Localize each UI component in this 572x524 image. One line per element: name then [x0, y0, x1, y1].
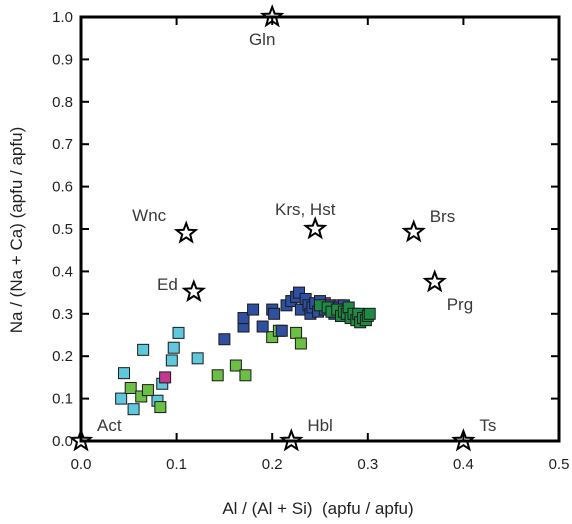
data-point-light-blue: [115, 392, 128, 405]
data-point-light-green: [154, 401, 167, 414]
end-member-star: [181, 278, 207, 303]
data-point-light-green: [290, 326, 303, 339]
end-member-label: Krs, Hst: [275, 200, 336, 219]
y-ticks: 0.0 0.1 0.2 0.3 0.4 0.5 0.6 0.7 0.8 0.9 1.0: [52, 9, 559, 450]
data-point-light-green: [294, 337, 307, 350]
data-point-light-blue: [172, 326, 185, 339]
data-point-light-green: [266, 331, 279, 344]
end-member-label: Act: [97, 416, 122, 435]
data-point-light-green: [141, 384, 154, 397]
end-member-label: Wnc: [132, 206, 167, 225]
data-point-light-blue: [191, 352, 204, 365]
x-ticks: 0.0 0.1 0.2 0.3 0.4 0.5: [71, 17, 570, 473]
data-point-light-green: [124, 382, 137, 394]
data-point-dark-blue: [247, 303, 260, 316]
data-point-light-blue: [127, 403, 140, 416]
data-point-light-green: [211, 369, 224, 382]
y-tick-label: 0.7: [52, 136, 73, 153]
end-member-star: [401, 219, 426, 243]
end-member-label: Ts: [479, 416, 496, 435]
end-member-label: Hbl: [307, 416, 333, 435]
end-member-label: Gln: [249, 30, 275, 49]
y-tick-label: 0.9: [52, 51, 73, 68]
data-point-dark-blue: [237, 312, 250, 325]
y-tick-label: 0.1: [52, 391, 73, 408]
end-member-star: [302, 216, 328, 240]
data-point-dark-blue: [256, 320, 269, 333]
y-tick-label: 0.2: [52, 348, 73, 365]
data-point-light-blue: [167, 341, 180, 354]
data-point-light-blue: [165, 354, 178, 367]
x-tick-label: 0.3: [357, 456, 378, 473]
x-tick-label: 0.0: [71, 456, 92, 473]
end-member-label: Prg: [447, 295, 473, 314]
data-point-light-blue: [118, 367, 131, 380]
y-tick-label: 0.4: [52, 263, 73, 280]
x-tick-label: 0.4: [453, 456, 474, 473]
x-tick-label: 0.1: [166, 456, 187, 473]
y-tick-label: 0.0: [52, 433, 73, 450]
data-point-dark-blue: [218, 333, 231, 346]
end-member-label: Brs: [430, 207, 456, 226]
end-member-star: [173, 220, 199, 244]
y-tick-label: 1.0: [52, 9, 73, 26]
y-tick-label: 0.8: [52, 94, 73, 111]
data-point-light-blue: [137, 343, 150, 356]
end-members: Gln Wnc Krs, Hst Brs Ed Prg Act Hbl Ts: [68, 4, 496, 452]
y-axis-label: Na / (Na + Ca) (apfu / apfu): [7, 127, 26, 333]
data-point-dark-blue: [292, 286, 305, 299]
data-point-magenta: [159, 371, 172, 384]
end-member-star: [422, 269, 447, 293]
plot-points: [115, 286, 376, 416]
data-point-light-green: [135, 390, 148, 403]
y-tick-label: 0.6: [52, 179, 73, 196]
end-member-label: Ed: [157, 275, 178, 294]
y-tick-label: 0.3: [52, 306, 73, 323]
x-tick-label: 0.5: [549, 456, 570, 473]
x-axis-label: Al / (Al + Si) (apfu / apfu): [222, 499, 413, 518]
y-tick-label: 0.5: [52, 221, 73, 238]
data-point-dark-blue: [268, 307, 281, 320]
data-point-dark-green: [363, 307, 376, 320]
data-point-light-green: [229, 359, 242, 372]
x-tick-label: 0.2: [262, 456, 283, 473]
data-point-light-green: [239, 369, 252, 382]
data-point-dark-blue: [275, 324, 288, 337]
